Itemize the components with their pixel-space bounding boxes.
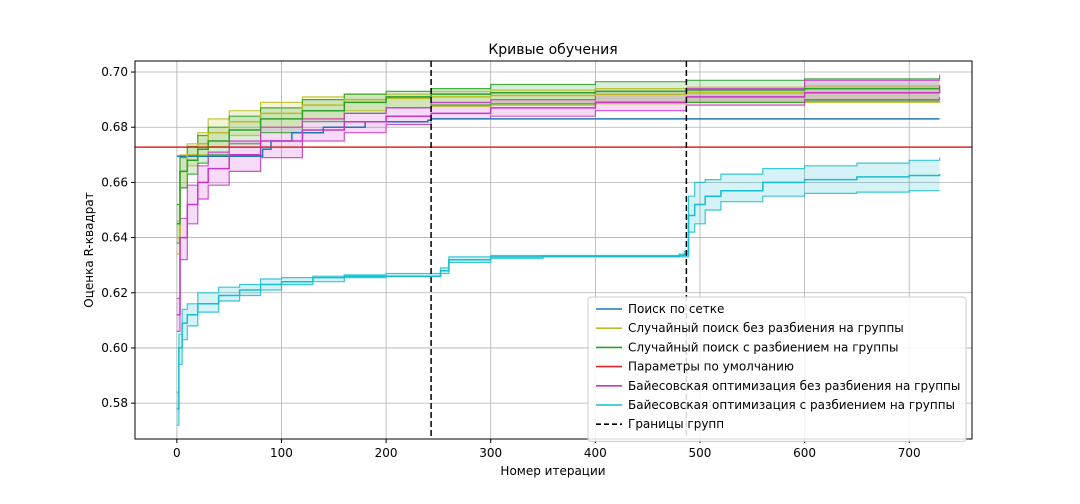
chart-title: Кривые обучения <box>488 42 617 58</box>
legend-label: Случайный поиск без разбиения на группы <box>628 321 904 335</box>
y-tick-label: 0.60 <box>101 341 128 355</box>
series-lines <box>176 74 941 426</box>
y-tick-label: 0.64 <box>101 231 128 245</box>
legend-box <box>587 296 967 442</box>
series-line-случайный-поиск-с-разбиением-на-группы <box>176 87 940 225</box>
chart-legend: Поиск по сетке Случайный поиск без разбие… <box>587 296 967 442</box>
legend-label: Байесовская оптимизация без разбиения на… <box>628 379 960 393</box>
x-tick-label: 600 <box>793 446 816 460</box>
series-line-случайный-поиск-без-разбиения-на-группы <box>176 91 941 239</box>
y-axis-ticks: 0.58 0.60 0.62 0.64 0.66 0.68 0.70 <box>101 65 135 410</box>
y-tick-label: 0.68 <box>101 120 128 134</box>
series-line-поиск-по-сетке <box>176 118 940 157</box>
legend-label: Параметры по умолчанию <box>628 360 794 374</box>
x-tick-label: 700 <box>898 446 921 460</box>
legend-label: Поиск по сетке <box>628 302 724 316</box>
x-tick-label: 400 <box>584 446 607 460</box>
y-axis-label: Оценка R-квадрат <box>82 192 96 307</box>
y-tick-label: 0.70 <box>101 65 128 79</box>
band-low-line <box>176 190 940 426</box>
x-tick-label: 200 <box>375 446 398 460</box>
legend-label: Байесовская оптимизация с разбиением на … <box>628 398 955 412</box>
legend-label: Случайный поиск с разбиением на группы <box>628 340 898 354</box>
x-axis-ticks: 0 100 200 300 400 500 600 700 <box>173 439 921 460</box>
x-tick-label: 300 <box>479 446 502 460</box>
x-tick-label: 100 <box>270 446 293 460</box>
x-tick-label: 500 <box>689 446 712 460</box>
legend-label: Границы групп <box>628 417 724 431</box>
band-байесовская-оптимизация-с-разбиением-на-группы <box>176 157 940 426</box>
y-tick-label: 0.66 <box>101 175 128 189</box>
y-tick-label: 0.58 <box>101 396 128 410</box>
y-tick-label: 0.62 <box>101 286 128 300</box>
band-случайный-поиск-с-разбиением-на-группы <box>176 78 940 244</box>
x-tick-label: 0 <box>173 446 181 460</box>
x-axis-label: Номер итерации <box>500 464 605 478</box>
plot-frame <box>134 60 973 440</box>
series-line-байесовская-оптимизация-с-разбиением-на-группы <box>176 174 941 410</box>
